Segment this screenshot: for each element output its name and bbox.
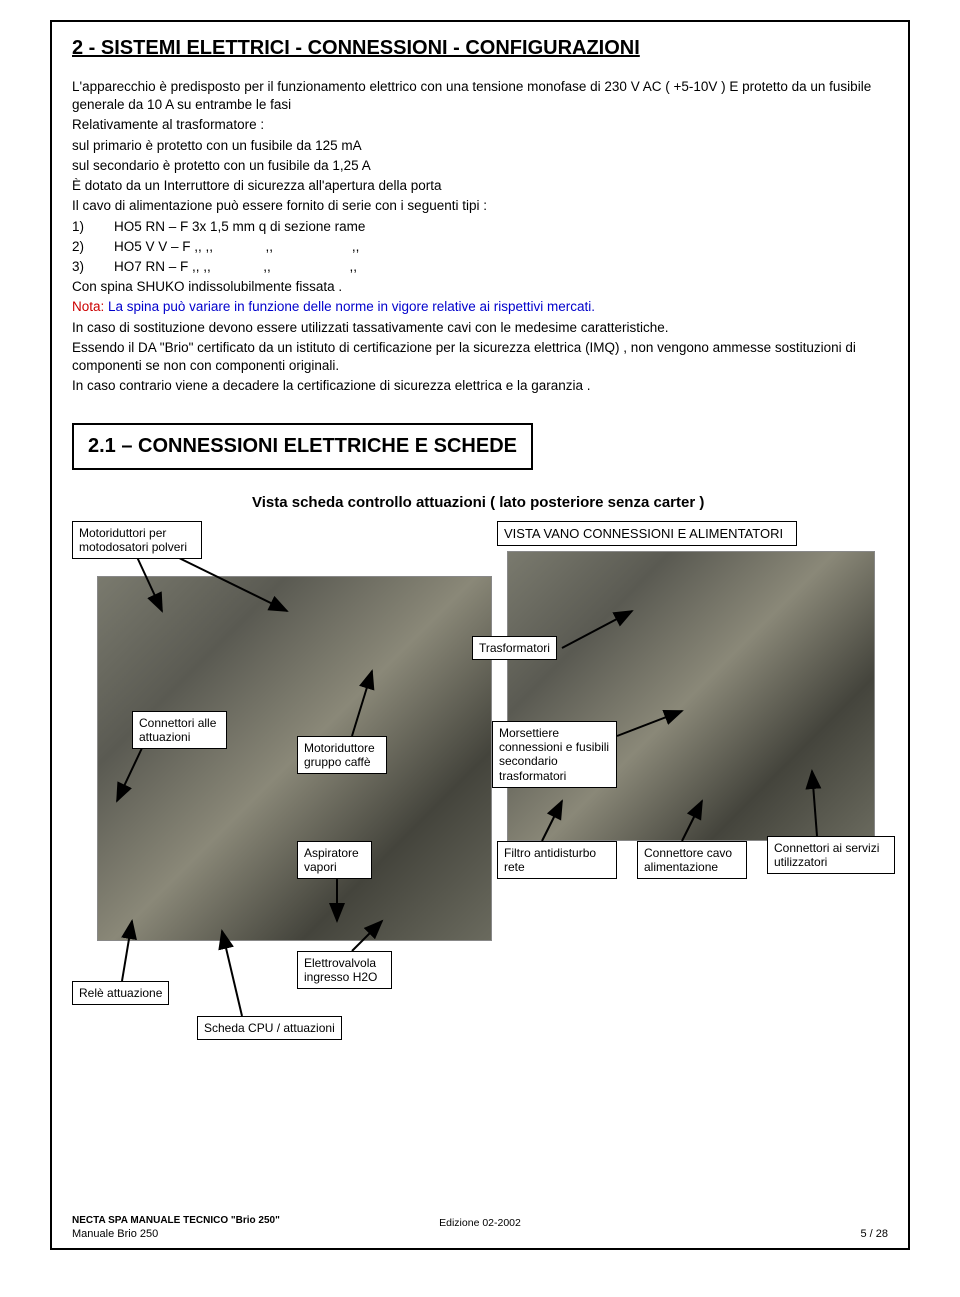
- label-morsettiere: Morsettiere connessioni e fusibili secon…: [492, 721, 617, 789]
- sub-heading: Vista scheda controllo attuazioni ( lato…: [252, 494, 888, 511]
- label-trasformatori: Trasformatori: [472, 636, 557, 660]
- paragraph: sul secondario è protetto con un fusibil…: [72, 157, 888, 175]
- section-heading: 2.1 – CONNESSIONI ELETTRICHE E SCHEDE: [88, 435, 517, 458]
- paragraph: L'apparecchio è predisposto per il funzi…: [72, 78, 888, 114]
- section-heading-box: 2.1 – CONNESSIONI ELETTRICHE E SCHEDE: [72, 423, 533, 470]
- footer: NECTA SPA MANUALE TECNICO "Brio 250" Man…: [72, 1215, 888, 1240]
- label-motoriduttore-caffe: Motoriduttore gruppo caffè: [297, 736, 387, 775]
- page-frame: 2 - SISTEMI ELETTRICI - CONNESSIONI - CO…: [50, 20, 910, 1250]
- note-text: La spina può variare in funzione delle n…: [104, 299, 595, 314]
- label-connettori-servizi: Connettori ai servizi utilizzatori: [767, 836, 895, 875]
- paragraph: In caso di sostituzione devono essere ut…: [72, 319, 888, 337]
- footer-right: 5 / 28: [860, 1228, 888, 1240]
- label-rele: Relè attuazione: [72, 981, 169, 1005]
- note-line: Nota: La spina può variare in funzione d…: [72, 298, 888, 316]
- label-elettrovalvola: Elettrovalvola ingresso H2O: [297, 951, 392, 990]
- paragraph: Il cavo di alimentazione può essere forn…: [72, 197, 888, 215]
- note-label: Nota:: [72, 299, 104, 314]
- label-connettore-cavo: Connettore cavo alimentazione: [637, 841, 747, 880]
- paragraph: È dotato da un Interruttore di sicurezza…: [72, 177, 888, 195]
- label-vista-vano: VISTA VANO CONNESSIONI E ALIMENTATORI: [497, 521, 797, 547]
- paragraph: In caso contrario viene a decadere la ce…: [72, 377, 888, 395]
- diagram-area: Motoriduttori per motodosatori polveri V…: [72, 521, 888, 1041]
- list-item: 3) HO7 RN – F ,, ,, ,, ,,: [72, 258, 888, 276]
- paragraph: Con spina SHUKO indissolubilmente fissat…: [72, 278, 888, 296]
- list-item: 1) HO5 RN – F 3x 1,5 mm q di sezione ram…: [72, 218, 888, 236]
- label-motoriduttori-polveri: Motoriduttori per motodosatori polveri: [72, 521, 202, 560]
- label-connettori-attuazioni: Connettori alle attuazioni: [132, 711, 227, 750]
- list-item: 2) HO5 V V – F ,, ,, ,, ,,: [72, 238, 888, 256]
- photo-left: [97, 576, 492, 941]
- paragraph: Essendo il DA "Brio" certificato da un i…: [72, 339, 888, 375]
- paragraph: sul primario è protetto con un fusibile …: [72, 137, 888, 155]
- main-title: 2 - SISTEMI ELETTRICI - CONNESSIONI - CO…: [72, 37, 888, 60]
- footer-left: Manuale Brio 250: [72, 1228, 158, 1240]
- label-filtro: Filtro antidisturbo rete: [497, 841, 617, 880]
- label-scheda-cpu: Scheda CPU / attuazioni: [197, 1016, 342, 1040]
- footer-center: Edizione 02-2002: [439, 1217, 521, 1229]
- photo-right: [507, 551, 875, 841]
- paragraph: Relativamente al trasformatore :: [72, 116, 888, 134]
- label-aspiratore: Aspiratore vapori: [297, 841, 372, 880]
